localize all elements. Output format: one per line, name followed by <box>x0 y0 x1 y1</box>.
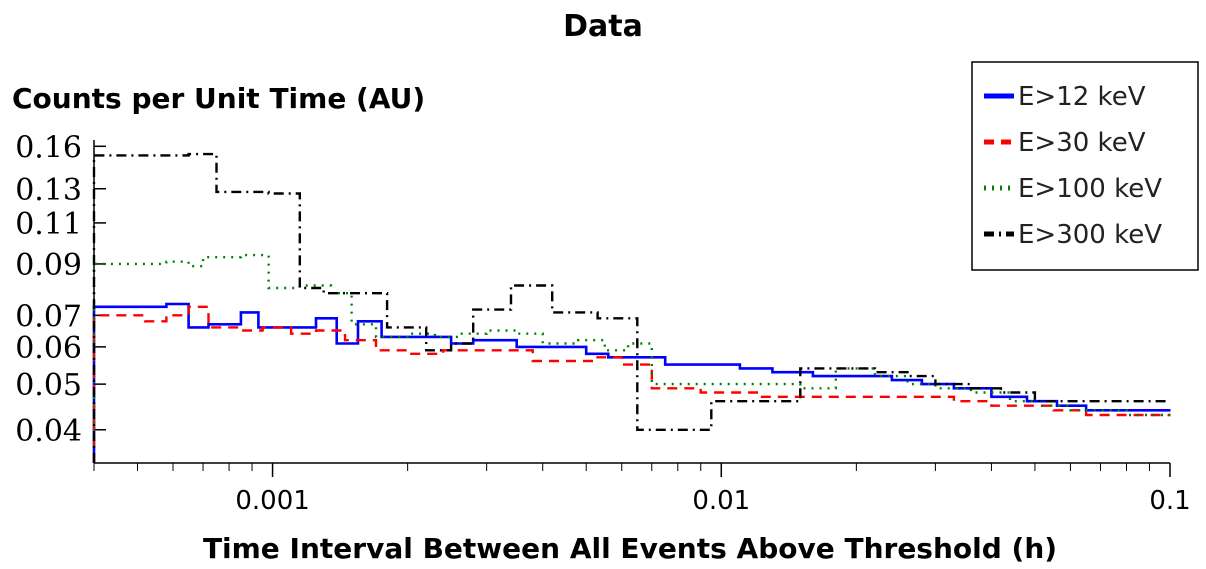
legend-label: E>300 keV <box>1018 220 1162 250</box>
y-tick-label: 0.11 <box>15 207 82 242</box>
series-line-2 <box>92 305 1171 463</box>
series-line-3 <box>92 253 1171 463</box>
x-tick-label: 0.001 <box>235 486 309 516</box>
y-tick-label: 0.06 <box>15 331 82 366</box>
x-axis-label: Time Interval Between All Events Above T… <box>203 532 1057 565</box>
legend-label: E>100 keV <box>1018 174 1162 204</box>
plot-area <box>92 152 1171 463</box>
axes: 0.001 0.01 0.1 0.04 0.050.060.07 0.09 0.110.13… <box>15 130 1190 516</box>
y-tick-label: 0.04 <box>15 414 82 449</box>
x-tick-label: 0.01 <box>692 486 750 516</box>
y-tick-label: 0.05 <box>15 368 82 403</box>
chart-title: Data <box>563 9 643 44</box>
y-tick-label: 0.07 <box>15 299 82 334</box>
legend-label: E>12 keV <box>1018 82 1146 112</box>
series-line-4 <box>92 152 1171 463</box>
legend-label: E>30 keV <box>1018 128 1146 158</box>
y-axis-label: Counts per Unit Time (AU) <box>12 82 425 115</box>
y-tick-label: 0.16 <box>15 130 82 165</box>
y-tick-label: 0.13 <box>15 173 82 208</box>
legend: E>12 keV E>30 keV E>100 keV E>300 keV <box>971 61 1199 271</box>
y-tick-label: 0.09 <box>15 248 82 283</box>
x-tick-label: 0.1 <box>1149 486 1190 516</box>
series-line-1 <box>92 302 1171 463</box>
